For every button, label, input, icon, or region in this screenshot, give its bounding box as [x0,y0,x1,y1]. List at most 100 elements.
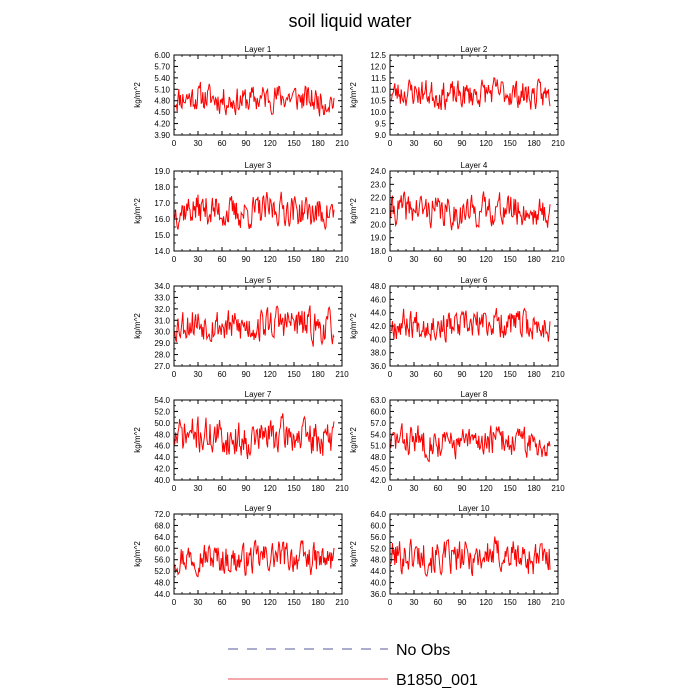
x-tick-label: 90 [458,255,467,264]
legend-label-no-obs: No Obs [396,642,450,659]
x-tick-label: 0 [388,370,393,379]
y-tick-label: 34.0 [154,282,170,291]
x-tick-label: 30 [194,139,203,148]
series-line [174,539,335,578]
x-tick-label: 0 [388,139,393,148]
y-axis-label: kg/m^2 [133,427,142,453]
y-tick-label: 15.0 [154,231,170,240]
y-tick-label: 68.0 [154,521,170,530]
y-tick-label: 42.0 [154,465,170,474]
x-tick-label: 210 [551,370,565,379]
y-tick-label: 19.0 [370,234,386,243]
y-axis-label: kg/m^2 [349,82,358,108]
y-tick-label: 5.10 [154,85,170,94]
panel-title: Layer 3 [245,161,272,170]
y-tick-label: 56.0 [370,533,386,542]
x-tick-label: 0 [172,598,177,607]
series-line [390,536,551,577]
y-tick-label: 44.0 [154,453,170,462]
x-tick-label: 210 [335,139,349,148]
y-axis-label: kg/m^2 [133,313,142,339]
y-tick-label: 60.0 [154,544,170,553]
y-tick-label: 16.0 [154,215,170,224]
x-tick-label: 0 [172,139,177,148]
y-tick-label: 40.0 [154,476,170,485]
panel-title: Layer 2 [461,45,488,54]
x-tick-label: 120 [263,255,277,264]
y-tick-label: 44.0 [154,590,170,599]
panel-title: Layer 7 [245,390,272,399]
y-tick-label: 64.0 [154,533,170,542]
x-tick-label: 0 [172,370,177,379]
x-tick-label: 90 [458,370,467,379]
x-tick-label: 60 [434,484,443,493]
y-tick-label: 72.0 [154,510,170,519]
x-tick-label: 0 [388,484,393,493]
y-tick-label: 48.0 [370,453,386,462]
panel-layer-3: Layer 3 kg/m^2 0 30 60 90 120 150 180 210 14.0 15.0… [133,161,349,264]
x-tick-label: 120 [263,370,277,379]
x-tick-label: 150 [503,139,517,148]
y-tick-label: 31.0 [154,316,170,325]
y-tick-label: 54.0 [154,396,170,405]
y-tick-label: 9.5 [375,120,387,129]
y-tick-label: 40.0 [370,579,386,588]
y-tick-label: 48.0 [370,556,386,565]
x-tick-label: 210 [551,598,565,607]
x-tick-label: 180 [311,139,325,148]
panel-title: Layer 9 [245,504,272,513]
y-tick-label: 28.0 [154,351,170,360]
y-tick-label: 11.0 [371,85,387,94]
x-tick-label: 60 [218,370,227,379]
y-tick-label: 20.0 [370,220,386,229]
panel-title: Layer 8 [461,390,488,399]
y-tick-label: 48.0 [154,579,170,588]
y-tick-label: 36.0 [370,362,386,371]
x-tick-label: 180 [527,484,541,493]
x-tick-label: 90 [242,255,251,264]
y-tick-label: 11.5 [371,74,387,83]
y-tick-label: 44.0 [370,309,386,318]
y-tick-label: 45.0 [370,465,386,474]
x-tick-label: 90 [242,484,251,493]
y-tick-label: 33.0 [154,293,170,302]
y-tick-label: 42.0 [370,476,386,485]
y-tick-label: 17.0 [154,199,170,208]
y-tick-label: 18.0 [154,183,170,192]
y-tick-label: 48.0 [370,282,386,291]
y-tick-label: 50.0 [154,419,170,428]
x-tick-label: 180 [527,255,541,264]
x-tick-label: 180 [311,255,325,264]
y-tick-label: 48.0 [154,430,170,439]
x-tick-label: 30 [410,598,419,607]
y-tick-label: 60.0 [370,407,386,416]
y-tick-label: 5.70 [154,62,170,71]
panel-layer-8: Layer 8 kg/m^2 0 30 60 90 120 150 180 210 42.0 45.0… [349,390,565,493]
x-tick-label: 120 [479,139,493,148]
x-tick-label: 180 [311,484,325,493]
series-line [174,81,335,117]
x-tick-label: 90 [458,484,467,493]
series-line [390,307,551,343]
y-tick-label: 51.0 [370,442,386,451]
y-tick-label: 6.00 [154,51,170,60]
x-tick-label: 150 [287,484,301,493]
y-tick-label: 42.0 [370,322,386,331]
y-tick-label: 52.0 [154,407,170,416]
y-tick-label: 19.0 [154,167,170,176]
y-tick-label: 54.0 [370,430,386,439]
y-tick-label: 30.0 [154,328,170,337]
y-tick-label: 4.80 [154,97,170,106]
series-line [390,76,551,111]
x-tick-label: 180 [311,370,325,379]
y-axis-label: kg/m^2 [133,82,142,108]
x-tick-label: 150 [287,139,301,148]
legend-label-b1850-001: B1850_001 [396,672,478,689]
y-tick-label: 40.0 [370,335,386,344]
x-tick-label: 210 [551,255,565,264]
panel-layer-6: Layer 6 kg/m^2 0 30 60 90 120 150 180 210 36.0 38.0… [349,276,565,379]
x-tick-label: 0 [172,255,177,264]
y-tick-label: 52.0 [370,544,386,553]
x-tick-label: 60 [434,139,443,148]
